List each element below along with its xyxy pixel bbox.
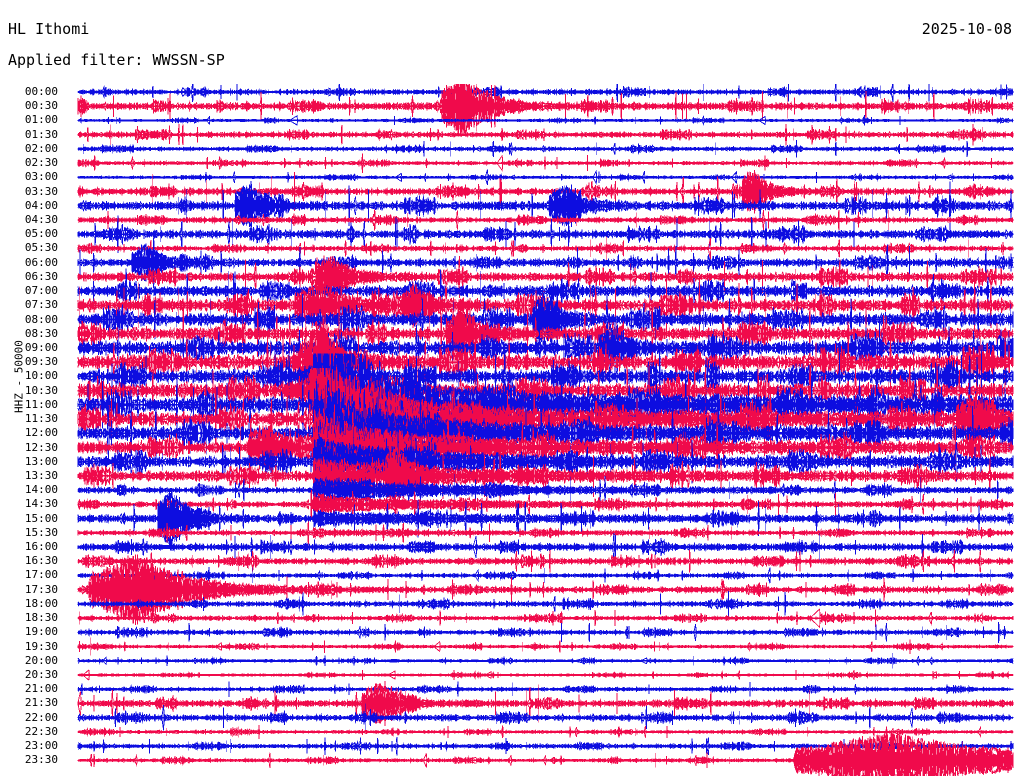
time-label: 03:00 (24, 170, 58, 184)
trace-row (77, 736, 1014, 756)
trace-row (77, 140, 1014, 158)
trace-row (77, 236, 1014, 261)
trace-row (77, 237, 1014, 288)
trace-row (77, 732, 1014, 776)
time-label: 02:00 (24, 141, 58, 155)
time-label: 18:00 (24, 596, 58, 610)
time-label: 20:30 (24, 668, 58, 682)
time-label: 13:30 (24, 468, 58, 482)
trace-row (77, 169, 1014, 214)
trace-row (77, 554, 1014, 625)
time-label: 22:30 (24, 724, 58, 738)
time-label: 19:00 (24, 625, 58, 639)
time-label: 07:00 (24, 284, 58, 298)
time-label: 16:30 (24, 554, 58, 568)
time-label: 17:30 (24, 582, 58, 596)
time-label: 01:30 (24, 127, 58, 141)
trace-row (77, 438, 1014, 514)
time-label: 06:30 (24, 269, 58, 283)
time-label: 15:30 (24, 525, 58, 539)
time-label: 08:00 (24, 312, 58, 326)
time-label: 01:00 (24, 113, 58, 127)
date-label: 2025-10-08 (921, 20, 1012, 38)
time-label: 23:30 (24, 753, 58, 767)
trace-row (77, 115, 1014, 126)
trace-row (77, 637, 1014, 656)
time-label: 07:30 (24, 298, 58, 312)
time-label: 06:00 (24, 255, 58, 269)
time-label: 04:00 (24, 198, 58, 212)
trace-row (77, 215, 1014, 254)
trace-row (77, 404, 1014, 491)
station-title: HL Ithomi (8, 20, 90, 38)
trace-row (77, 367, 1014, 471)
time-label: 12:30 (24, 440, 58, 454)
time-label: 14:30 (24, 497, 58, 511)
time-label: 05:00 (24, 227, 58, 241)
time-label: 19:30 (24, 639, 58, 653)
filter-label: Applied filter: WWSSN-SP (8, 51, 225, 69)
time-label: 16:00 (24, 540, 58, 554)
trace-row (77, 268, 1014, 314)
trace-row (77, 315, 1014, 381)
trace-row (77, 487, 1014, 550)
time-label: 14:00 (24, 483, 58, 497)
time-label: 08:30 (24, 326, 58, 340)
time-label: 02:30 (24, 156, 58, 170)
time-label: 10:30 (24, 383, 58, 397)
time-label: 17:00 (24, 568, 58, 582)
time-label: 21:30 (24, 696, 58, 710)
trace-row (77, 489, 1014, 519)
trace-row (77, 681, 1014, 726)
trace-row (77, 123, 1014, 146)
trace-row (77, 521, 1014, 545)
seismic-traces (77, 84, 1014, 776)
trace-row (77, 703, 1014, 732)
time-label: 00:30 (24, 99, 58, 113)
trace-row (77, 352, 1014, 457)
time-label: 13:00 (24, 454, 58, 468)
trace-row (77, 669, 1014, 681)
trace-row (77, 681, 1014, 697)
time-label: 11:30 (24, 412, 58, 426)
trace-row (77, 567, 1014, 584)
trace-row (77, 180, 1014, 231)
trace-row (77, 84, 1014, 137)
trace-row (77, 426, 1014, 497)
trace-row (77, 209, 1014, 231)
time-label: 22:00 (24, 710, 58, 724)
trace-row (77, 169, 1014, 185)
trace-row (77, 84, 1014, 103)
time-label: 20:00 (24, 653, 58, 667)
trace-row (77, 724, 1014, 739)
trace-row (77, 652, 1014, 669)
trace-row (77, 473, 1014, 507)
trace-row (77, 312, 1014, 412)
time-label: 00:00 (24, 85, 58, 98)
trace-row (77, 621, 1014, 643)
trace-row (77, 532, 1014, 562)
time-label: 04:30 (24, 212, 58, 226)
time-label: 03:30 (24, 184, 58, 198)
trace-row (77, 549, 1014, 573)
time-label: 11:00 (24, 397, 58, 411)
trace-row (77, 590, 1014, 618)
time-label: 09:30 (24, 355, 58, 369)
time-label: 05:30 (24, 241, 58, 255)
time-label: 12:00 (24, 426, 58, 440)
time-label: 10:00 (24, 369, 58, 383)
helicorder-plot[interactable]: 00:00 00:30 01:00 01:30 02:00 02:30 03:00 03:30… (0, 84, 1024, 776)
time-label: 18:30 (24, 611, 58, 625)
time-label: 21:00 (24, 682, 58, 696)
time-label: 23:00 (24, 739, 58, 753)
trace-row (77, 608, 1014, 629)
trace-row (77, 153, 1014, 173)
time-label: 09:00 (24, 340, 58, 354)
time-label: 15:00 (24, 511, 58, 525)
